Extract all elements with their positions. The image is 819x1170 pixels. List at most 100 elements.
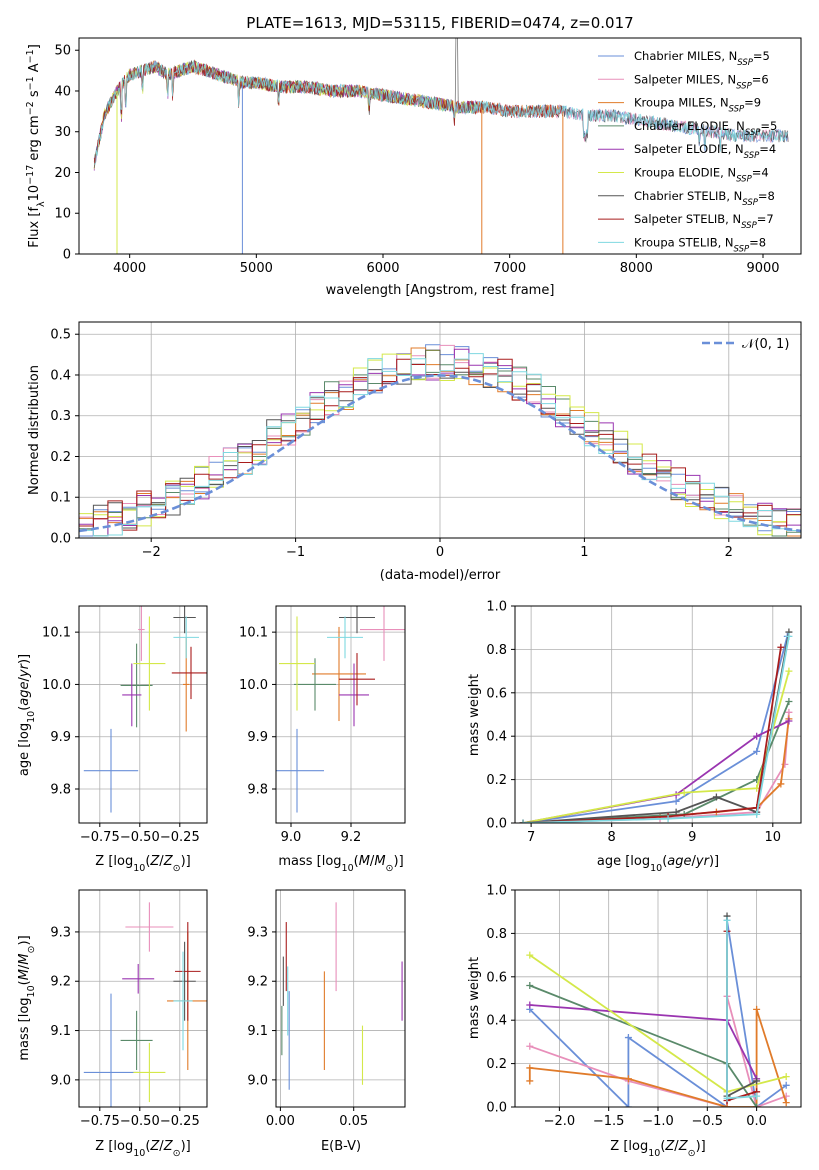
age_vs_Z-frame: [78, 605, 208, 824]
legend-count: =5: [760, 119, 777, 133]
x-tick-label: 8000: [620, 261, 653, 276]
mass-weight-marker: [777, 643, 785, 651]
label-part: (: [145, 1139, 150, 1154]
errorbar-points: [276, 606, 405, 813]
y-tick-label: 10.1: [42, 626, 71, 641]
x-tick-label: 9.0: [281, 830, 302, 845]
label-part: yr: [695, 854, 711, 869]
label-part: Z [log: [610, 1139, 648, 1154]
y-tick-label: 9.3: [50, 925, 71, 940]
y-tick-label: 9.3: [247, 925, 268, 940]
x-tick-label: 0.05: [339, 1114, 368, 1129]
mass-weight-marker: [723, 1103, 731, 1107]
x-tick-label: 7000: [493, 261, 526, 276]
mass-weight-lines: [526, 912, 790, 1107]
x-tick-label: −0.25: [160, 830, 200, 845]
legend-sub: SSP: [745, 128, 761, 138]
histogram-step: [79, 349, 801, 531]
mass_vs_ebv-frame: [275, 889, 406, 1108]
spectrum-lines: [93, 38, 789, 254]
label-part: age [log: [17, 723, 32, 776]
label-part: A: [27, 63, 42, 76]
y-tick-label: 0.4: [486, 730, 507, 745]
label-part: −17: [25, 165, 36, 185]
x-tick-label: 1: [580, 545, 588, 560]
spectrum-series: [93, 60, 483, 169]
y-tick-label: 10: [54, 207, 71, 222]
label-part: Z: [163, 854, 174, 869]
legend-count: =4: [752, 166, 769, 180]
x-axis-label: mass [log10(M/M⊙)]: [278, 854, 403, 874]
y-tick-label: 9.9: [50, 730, 71, 745]
label-part: )]: [696, 1139, 706, 1154]
y-tick-label: 9.1: [50, 1024, 71, 1039]
label-part: )]: [17, 935, 32, 945]
x-tick-label: 10: [765, 830, 782, 845]
legend-entry: Chabrier MILES, NSSP=5: [634, 49, 770, 68]
legend-sub: SSP: [736, 175, 752, 185]
x-tick-label: 9.2: [341, 830, 362, 845]
legend-sub: SSP: [737, 58, 753, 68]
label-part: )]: [181, 1139, 191, 1154]
x-tick-label: −0.25: [160, 1114, 200, 1129]
spectrum-series: [93, 60, 483, 171]
legend-entry: Salpeter STELIB, NSSP=7: [634, 212, 774, 231]
mass-weight-marker: [782, 1081, 790, 1089]
age_vs_mass-frame: [275, 605, 406, 824]
label-part: 10: [27, 185, 42, 202]
histogram-series: [79, 344, 801, 537]
y-tick-label: 50: [54, 44, 71, 59]
mass_vs_Z-frame: [78, 889, 208, 1108]
y-axis-label: mass weight: [467, 957, 482, 1039]
mass-weight-marker: [782, 1073, 790, 1081]
legend-sub: SSP: [741, 221, 757, 231]
mass-weight-marker: [785, 697, 793, 705]
legend-name: Kroupa MILES, N: [634, 96, 729, 110]
x-tick-label: −0.50: [120, 830, 160, 845]
label-part: 10: [650, 863, 662, 874]
label-part: M: [374, 854, 385, 869]
mass-weight-series: [523, 718, 790, 823]
spectrum-series: [93, 60, 789, 165]
label-part: (: [145, 854, 150, 869]
x-tick-label: 4000: [113, 261, 146, 276]
spectrum-series: [93, 60, 483, 162]
y-tick-label: 30: [54, 125, 71, 140]
mass_weight_vs_Z-frame: [514, 889, 802, 1108]
legend-entry: Chabrier ELODIE, NSSP=5: [634, 119, 777, 138]
legend-sub: SSP: [729, 105, 745, 115]
mass-weight-marker: [672, 797, 680, 805]
label-part: yr: [17, 662, 32, 678]
label-part: s: [27, 90, 42, 101]
x-tick-label: 5000: [240, 261, 273, 276]
label-part: M: [359, 854, 370, 869]
legend-sub: SSP: [742, 198, 758, 208]
legend-count: =8: [758, 189, 775, 203]
y-tick-label: 0.1: [50, 491, 71, 506]
y-tick-label: 0.0: [486, 1101, 507, 1116]
mass-weight-marker: [782, 1099, 790, 1107]
mass-weight-series: [523, 647, 782, 823]
x-axis-label: age [log10(age/yr)]: [597, 854, 719, 874]
label-part: 10: [26, 985, 37, 997]
legend-entry: Kroupa ELODIE, NSSP=4: [634, 166, 769, 185]
mass-weight-marker: [526, 1064, 534, 1072]
label-part: Z: [149, 854, 160, 869]
y-axis-label: Normed distribution: [27, 365, 42, 495]
y-tick-label: 9.8: [247, 783, 268, 798]
mass-weight-marker: [753, 747, 761, 755]
residuals-axes: [75, 322, 801, 542]
y-axis-label: mass weight: [467, 674, 482, 756]
label-part: Z: [149, 1139, 160, 1154]
x-tick-label: 6000: [366, 261, 399, 276]
legend-name: Chabrier MILES, N: [634, 49, 737, 63]
y-tick-label: 0.6: [486, 686, 507, 701]
y-tick-label: 20: [54, 166, 71, 181]
legend-count: =7: [757, 212, 774, 226]
y-axis-label: mass [log10(M/M⊙)]: [17, 935, 37, 1060]
legend-sub: SSP: [734, 244, 750, 254]
label-part: mass [log: [17, 997, 32, 1060]
legend-name: Salpeter ELODIE, N: [634, 142, 744, 156]
y-tick-label: 9.2: [247, 975, 268, 990]
